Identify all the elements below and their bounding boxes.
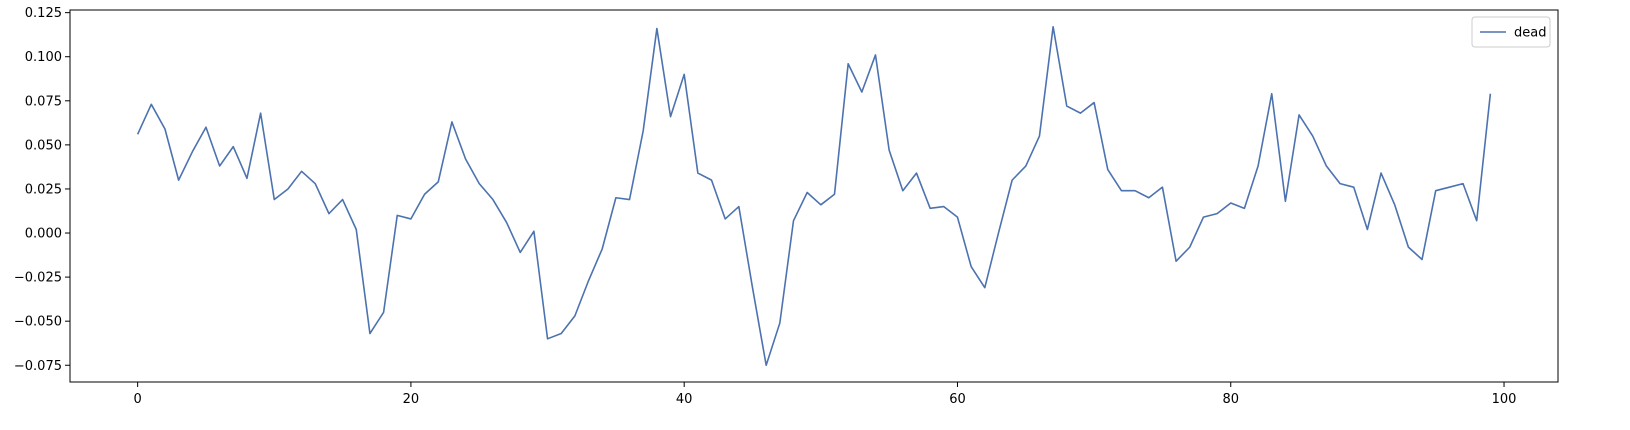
y-tick-label: 0.075 [25,94,62,109]
legend-box [1471,16,1551,48]
y-tick-label: −0.025 [14,271,62,286]
y-tick-label: −0.075 [14,359,62,374]
x-tick-label: 80 [1222,392,1239,407]
y-tick-label: 0.050 [25,138,62,153]
series-line-dead [136,25,1492,367]
y-tick-label: 0.000 [25,227,62,242]
y-tick-label: 0.125 [25,6,62,21]
x-tick-label: 100 [1492,392,1517,407]
y-tick-label: 0.025 [25,182,62,197]
x-tick-label: 20 [403,392,420,407]
plot-frame [69,9,1559,383]
legend: dead [1471,16,1551,48]
y-axis: −0.075 −0.050 −0.025 0.000 0.025 0.050 0.075 0.… [14,6,70,374]
x-axis: 0 20 40 60 80 100 [133,382,1516,407]
legend-label: dead [1514,26,1546,41]
x-tick-label: 60 [949,392,966,407]
series-layer [136,25,1492,367]
x-tick-label: 0 [133,392,141,407]
y-tick-label: 0.100 [25,50,62,65]
y-tick-label: −0.050 [14,315,62,330]
x-tick-label: 40 [676,392,693,407]
